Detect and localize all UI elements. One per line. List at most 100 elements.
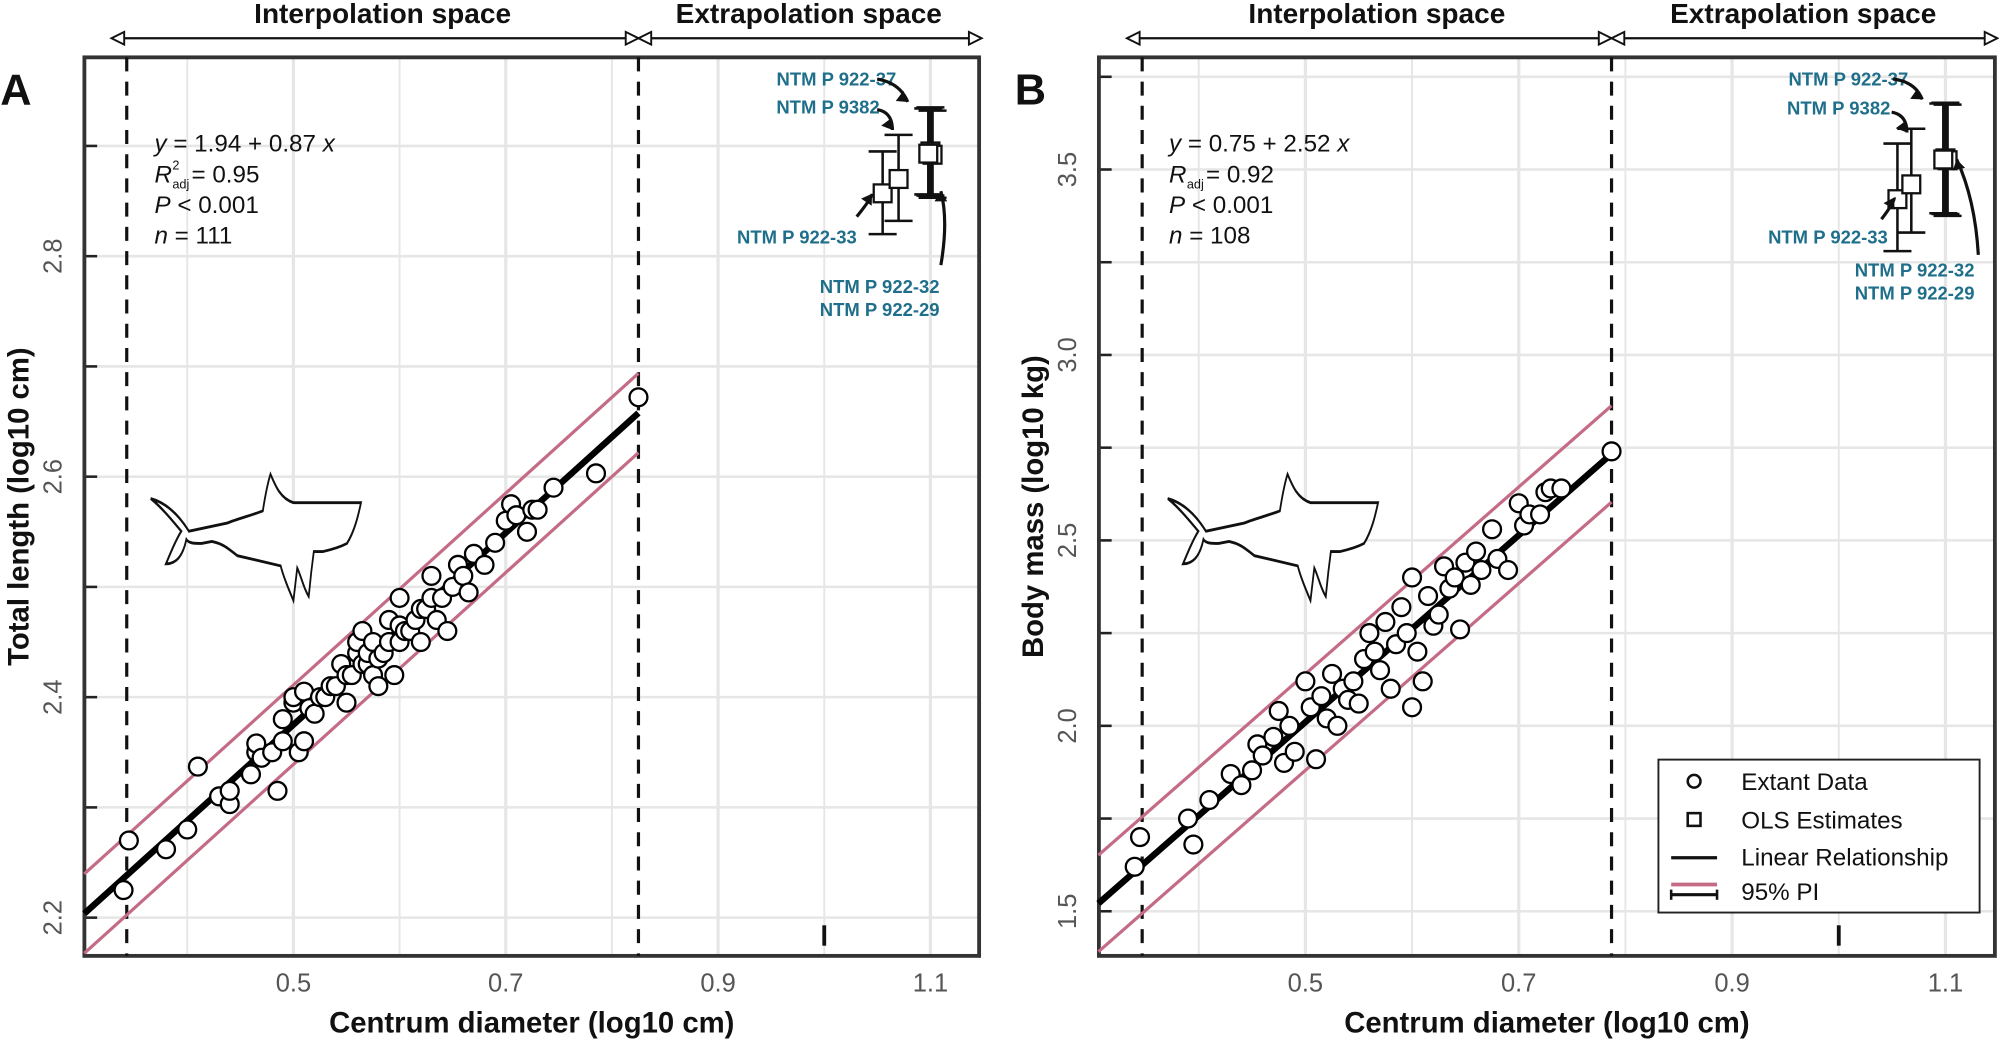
arrow-head-right-icon [1983,30,1999,47]
extant-point [1343,671,1364,692]
equation-y: y [1167,131,1183,158]
extant-point [458,582,479,603]
panel-label: A [0,67,31,115]
extant-point [1305,749,1327,770]
extant-point [384,665,405,686]
extant-point [1364,641,1385,662]
ols-estimates: NTM P 922-37 NTM P 9382 NTM P 922-33 NTM P … [737,68,948,320]
legend-square-icon [1686,811,1702,828]
x-tick-label: 0.5 [1288,970,1323,998]
r-symbol: R [155,161,172,188]
extant-point [585,463,607,484]
r-value: = 0.95 [191,161,259,188]
equation-x: x [322,131,336,158]
interpolation-label: Interpolation space [254,0,511,29]
equation-x: x [1336,131,1350,158]
extant-point [187,756,208,777]
arrowhead-icon [1895,120,1907,133]
r-value: = 0.92 [1206,161,1274,188]
ols-estimate: NTM P 922-37 [776,68,910,236]
extant-point [453,565,474,586]
equation-rhs: = 0.75 + 2.52 [1181,131,1337,158]
arrowhead-icon [861,193,873,206]
legend: Extant Data OLS Estimates Linear Relations… [1657,758,1981,914]
extant-point [1471,559,1492,581]
sample-size: n = 111 [155,222,233,249]
estimate-square [872,183,893,204]
extant-point [293,731,315,752]
shark-silhouette-icon [1167,471,1380,605]
extant-point [1444,567,1465,588]
arrow-head-left-icon [109,30,126,47]
arrow-head-left-icon [1124,30,1141,47]
ols-estimate: NTM P 922-37 [1788,68,1924,253]
plot-frame [1097,55,1997,958]
panel-a: 0.5 0.7 0.9 1.1 2.2 2.4 2.6 2.8 Centrum diameter… [0,0,984,1039]
y-tick-label: 3.5 [1054,152,1082,187]
extant-point [177,819,198,840]
y-tick-label: 2.8 [39,238,67,273]
extant-point [1391,597,1412,618]
arrow-head-right-icon [1597,30,1614,47]
estimate-label: NTM P 9382 [1787,98,1890,119]
extant-point [1311,686,1332,707]
extrapolation-label: Extrapolation space [676,0,942,29]
arrow-head-right-icon [967,30,984,47]
extant-point [516,521,538,542]
extant-point [543,477,564,498]
legend-label: Linear Relationship [1741,844,1948,871]
ols-estimate: NTM P 922-33 [737,106,945,247]
extant-point [1268,700,1289,722]
x-tick-label: 0.7 [488,970,523,998]
panel-label: B [1015,67,1046,115]
extant-point [1321,663,1343,684]
extant-point [155,839,177,860]
plot-frame [82,55,982,958]
arrow-head-left-icon [1609,30,1626,47]
ols-estimate: NTM P 9382 [776,96,913,223]
y-tick-label: 2.4 [39,679,67,714]
estimate-label: NTM P 922-32 [820,276,940,297]
x-tick-label: 1.1 [913,970,948,998]
estimate-label: NTM P 9382 [776,96,879,117]
estimate-label: NTM P 922-33 [1768,226,1888,247]
extant-point [421,565,442,586]
x-axis-title: Centrum diameter (log10 cm) [1344,1006,1749,1039]
estimate-label: NTM P 922-29 [1855,283,1975,304]
extant-point [1460,574,1481,595]
interpolation-arrow [1124,30,1614,47]
extant-point [1369,660,1391,681]
legend-label: OLS Estimates [1741,807,1902,834]
extant-point [1481,519,1503,540]
arrowhead-icon [1952,159,1966,171]
extant-point [368,676,389,697]
extant-points [1124,441,1622,877]
extrapolation-label: Extrapolation space [1670,0,1936,29]
x-tick-label: 1.1 [1928,970,1963,998]
extant-point [1401,697,1423,718]
r-subscript: adj [1187,177,1204,192]
legend-circle-icon [1686,773,1702,789]
extant-point [1241,760,1263,781]
extant-point [628,387,649,408]
extant-point [474,554,495,575]
arrowhead-icon [895,90,908,102]
extant-point [1449,619,1471,640]
extant-point [1375,611,1396,633]
extant-point [1412,671,1433,692]
extrapolation-arrow [636,30,984,47]
extant-point [1407,641,1428,662]
r-symbol: R [1169,161,1186,188]
legend-box [1657,758,1981,914]
p-val: < 0.001 [171,192,259,219]
ols-estimates: NTM P 922-37 NTM P 9382 NTM P 922-33 NTM P … [1768,68,1980,304]
r-subscript: adj [172,177,189,192]
x-axis-title: Centrum diameter (log10 cm) [329,1006,734,1039]
ols-estimate: NTM P 922-29 [1855,102,1975,304]
x-tick-label: 0.5 [276,970,311,998]
extant-point [1551,478,1572,499]
extant-point [1279,715,1300,736]
ols-estimate: NTM P 9382 [1787,98,1926,234]
extant-point [240,764,262,785]
